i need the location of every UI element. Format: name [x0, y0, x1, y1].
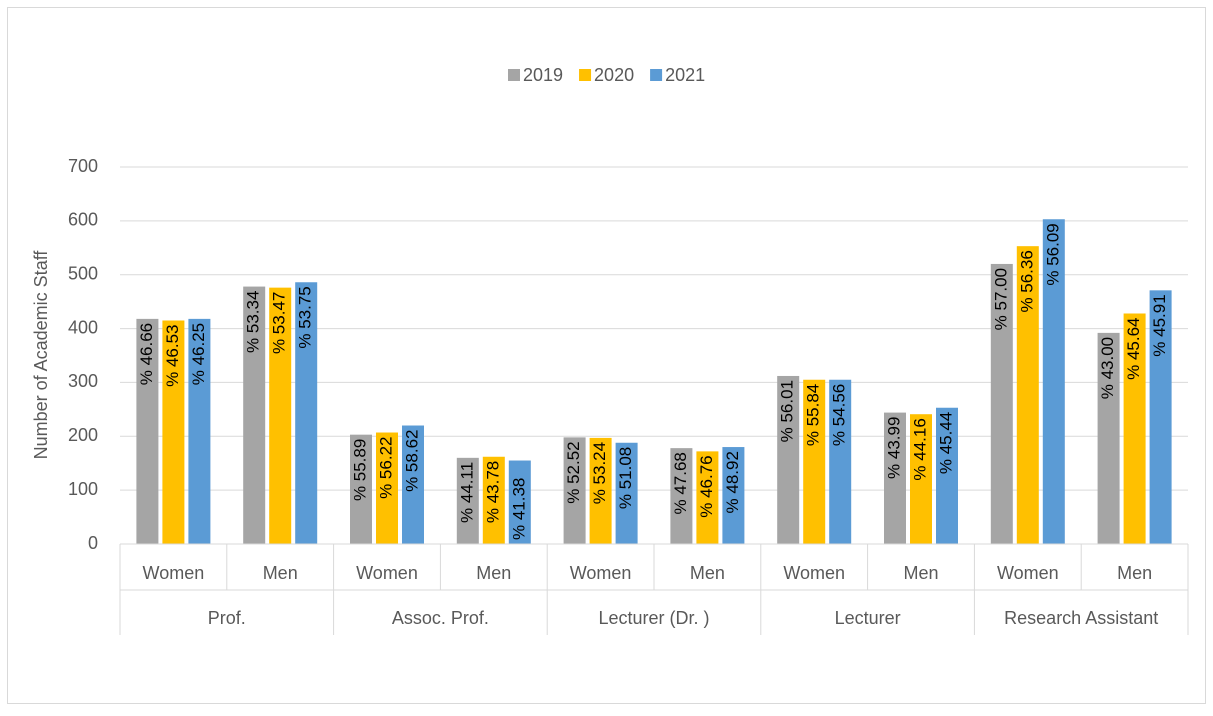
- bar: [269, 287, 292, 544]
- data-label: % 51.08: [616, 447, 635, 509]
- x-tick-label: Women: [783, 563, 845, 583]
- group-label: Prof.: [208, 608, 246, 628]
- data-label: % 53.34: [244, 291, 263, 353]
- data-label: % 53.24: [590, 442, 609, 504]
- bar: [456, 457, 479, 544]
- bar: [884, 412, 906, 544]
- bar: [615, 442, 638, 544]
- bar: [670, 448, 693, 544]
- data-label: % 56.22: [376, 437, 395, 499]
- y-axis-label: Number of Academic Staff: [31, 250, 51, 460]
- group-label: Lecturer (Dr. ): [598, 608, 709, 628]
- bar: [589, 437, 612, 544]
- bar: [376, 432, 398, 544]
- data-label: % 46.25: [189, 323, 208, 385]
- x-tick-label: Men: [1117, 563, 1152, 583]
- data-label: % 44.11: [457, 462, 476, 523]
- data-label: % 47.68: [671, 452, 690, 514]
- data-label: % 53.47: [270, 292, 289, 354]
- bar: [1123, 313, 1146, 544]
- legend-swatch: [579, 69, 592, 81]
- data-label: % 58.62: [402, 430, 421, 492]
- y-tick-label: 200: [68, 425, 98, 445]
- y-tick-label: 600: [68, 210, 98, 230]
- bar: [990, 263, 1013, 544]
- x-tick-label: Women: [356, 563, 418, 583]
- bar: [350, 434, 372, 544]
- data-label: % 56.01: [778, 380, 797, 442]
- bar: [508, 460, 531, 544]
- data-label: % 46.76: [697, 455, 716, 517]
- data-label: % 44.16: [910, 418, 929, 480]
- bar: [482, 456, 505, 544]
- y-tick-label: 0: [88, 533, 98, 553]
- data-label: % 53.75: [296, 286, 315, 348]
- bar: [829, 379, 852, 544]
- data-label: % 46.53: [163, 324, 182, 386]
- legend-label: 2020: [594, 65, 634, 85]
- data-label: % 55.89: [350, 439, 369, 501]
- x-tick-label: Men: [903, 563, 938, 583]
- bar: [722, 447, 745, 544]
- y-tick-label: 700: [68, 156, 98, 176]
- x-tick-label: Men: [263, 563, 298, 583]
- y-tick-label: 400: [68, 317, 98, 337]
- y-tick-label: 500: [68, 263, 98, 283]
- bar: [188, 318, 211, 544]
- data-label: % 56.09: [1043, 223, 1062, 285]
- y-tick-label: 100: [68, 479, 98, 499]
- data-label: % 48.92: [723, 451, 742, 513]
- data-label: % 56.36: [1017, 250, 1036, 312]
- data-label: % 54.56: [830, 384, 849, 446]
- bar: [777, 375, 800, 544]
- legend-swatch: [650, 69, 663, 81]
- bar: [910, 414, 932, 544]
- data-label: % 57.00: [991, 268, 1010, 330]
- x-tick-label: Women: [143, 563, 205, 583]
- bar: [162, 320, 185, 544]
- legend-label: 2019: [523, 65, 563, 85]
- x-tick-label: Men: [690, 563, 725, 583]
- data-label: % 43.99: [884, 417, 903, 479]
- data-label: % 45.91: [1150, 294, 1169, 356]
- legend-swatch: [508, 69, 520, 81]
- bar: [243, 286, 266, 544]
- bar: [136, 318, 159, 544]
- group-label: Assoc. Prof.: [392, 608, 489, 628]
- bar: [1097, 332, 1120, 544]
- data-label: % 52.52: [564, 441, 583, 503]
- bar: [1016, 246, 1039, 545]
- data-label: % 41.38: [509, 478, 528, 540]
- data-label: % 43.00: [1098, 337, 1117, 399]
- bar: [696, 451, 719, 544]
- y-tick-label: 300: [68, 371, 98, 391]
- data-label: % 55.84: [804, 384, 823, 446]
- data-label: % 45.44: [936, 412, 955, 474]
- bar: [295, 282, 318, 544]
- data-label: % 46.66: [137, 323, 156, 385]
- bar: [803, 379, 826, 544]
- data-label: % 43.78: [483, 461, 502, 523]
- bar: [563, 437, 586, 544]
- bar: [1149, 290, 1172, 544]
- x-tick-label: Women: [997, 563, 1059, 583]
- x-tick-label: Men: [476, 563, 511, 583]
- group-label: Lecturer: [835, 608, 901, 628]
- bar: [1042, 219, 1065, 544]
- bar: [402, 425, 424, 544]
- group-label: Research Assistant: [1004, 608, 1158, 628]
- x-tick-label: Women: [570, 563, 632, 583]
- bar: [936, 407, 958, 544]
- legend-label: 2021: [665, 65, 705, 85]
- data-label: % 45.64: [1124, 317, 1143, 379]
